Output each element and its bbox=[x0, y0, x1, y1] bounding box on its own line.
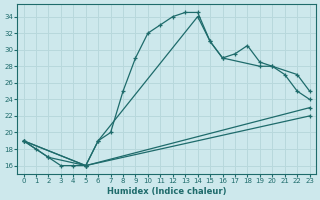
X-axis label: Humidex (Indice chaleur): Humidex (Indice chaleur) bbox=[107, 187, 226, 196]
